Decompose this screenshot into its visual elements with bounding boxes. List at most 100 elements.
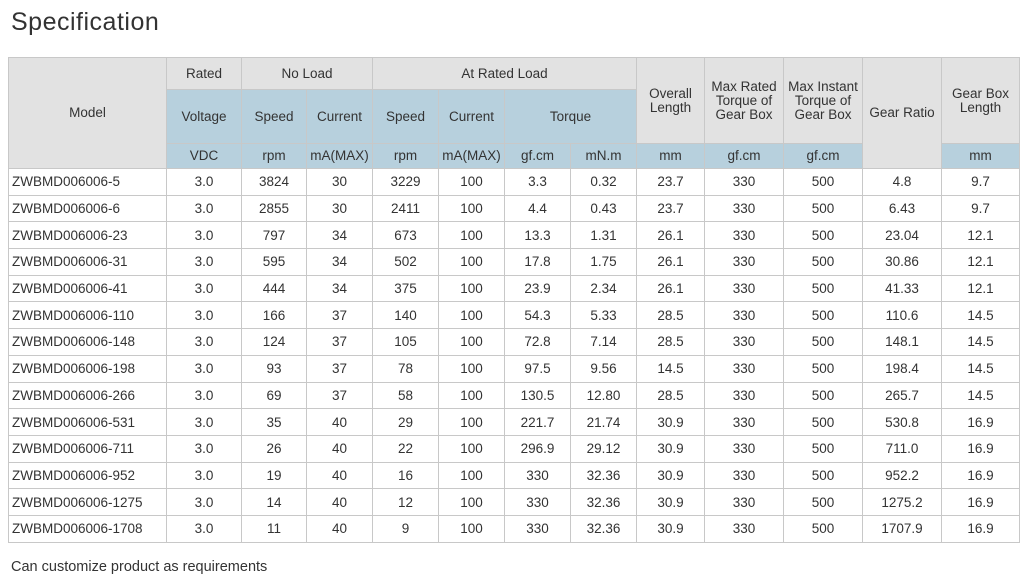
value-cell: 30.9 <box>636 488 706 516</box>
value-cell: 0.32 <box>570 168 638 196</box>
value-cell: 130.5 <box>504 381 572 410</box>
value-cell: 4.8 <box>862 168 943 196</box>
value-cell: 500 <box>783 194 864 223</box>
table-row: ZWBMD006006-5 3.0 3824 30 3229 100 3.3 0.32 23.7… <box>8 168 1021 196</box>
value-cell: 500 <box>783 301 864 330</box>
value-cell: 28.5 <box>636 301 706 330</box>
table-row: ZWBMD006006-1708 3.0 11 40 9 100 330 32.36 30.9 3… <box>8 514 1021 543</box>
value-cell: 28.5 <box>636 381 706 410</box>
value-cell: 100 <box>438 488 506 516</box>
value-cell: 3229 <box>372 168 440 196</box>
value-cell: 330 <box>704 434 785 463</box>
value-cell: 32.36 <box>570 461 638 490</box>
value-cell: 330 <box>704 248 785 276</box>
value-cell: 2855 <box>241 194 307 223</box>
unit-cell: VDC <box>166 143 242 169</box>
header-max-rated-torque: Max Rated Torque of Gear Box <box>704 57 785 144</box>
value-cell: 29 <box>372 408 440 436</box>
value-cell: 673 <box>372 221 440 250</box>
value-cell: 30.9 <box>636 408 706 436</box>
value-cell: 16 <box>372 461 440 490</box>
value-cell: 330 <box>704 354 785 383</box>
value-cell: 9.7 <box>941 168 1021 196</box>
value-cell: 23.7 <box>636 194 706 223</box>
specification-table: Model Rated No Load At Rated Load Overal… <box>8 57 1021 543</box>
value-cell: 54.3 <box>504 301 572 330</box>
value-cell: 530.8 <box>862 408 943 436</box>
value-cell: 221.7 <box>504 408 572 436</box>
value-cell: 375 <box>372 274 440 303</box>
header-no-load-speed: Speed <box>241 89 307 144</box>
value-cell: 3.0 <box>166 221 242 250</box>
table-row: ZWBMD006006-266 3.0 69 37 58 100 130.5 12.80 28.… <box>8 381 1021 410</box>
value-cell: 37 <box>305 301 374 330</box>
header-torque: Torque <box>504 89 638 144</box>
value-cell: 330 <box>704 274 785 303</box>
unit-cell: mm <box>636 143 706 169</box>
value-cell: 32.36 <box>570 488 638 516</box>
header-overall-length: Overall Length <box>636 57 706 144</box>
value-cell: 9 <box>372 514 440 543</box>
table-row: ZWBMD006006-110 3.0 166 37 140 100 54.3 5.33 28.… <box>8 301 1021 330</box>
value-cell: 9.7 <box>941 194 1021 223</box>
value-cell: 26 <box>241 434 307 463</box>
value-cell: 28.5 <box>636 328 706 356</box>
value-cell: 595 <box>241 248 307 276</box>
value-cell: 2.34 <box>570 274 638 303</box>
table-row: ZWBMD006006-31 3.0 595 34 502 100 17.8 1.75 26.1… <box>8 248 1021 276</box>
value-cell: 3.0 <box>166 168 242 196</box>
value-cell: 5.33 <box>570 301 638 330</box>
value-cell: 2411 <box>372 194 440 223</box>
unit-cell: mA(MAX) <box>305 143 374 169</box>
value-cell: 330 <box>704 381 785 410</box>
model-cell: ZWBMD006006-531 <box>8 408 167 436</box>
value-cell: 265.7 <box>862 381 943 410</box>
header-gear-box-length: Gear Box Length <box>941 57 1021 144</box>
value-cell: 40 <box>305 488 374 516</box>
value-cell: 34 <box>305 274 374 303</box>
value-cell: 30.9 <box>636 434 706 463</box>
value-cell: 23.9 <box>504 274 572 303</box>
model-cell: ZWBMD006006-31 <box>8 248 167 276</box>
unit-cell: mm <box>941 143 1021 169</box>
model-cell: ZWBMD006006-148 <box>8 328 167 356</box>
value-cell: 12.1 <box>941 248 1021 276</box>
value-cell: 23.7 <box>636 168 706 196</box>
value-cell: 69 <box>241 381 307 410</box>
value-cell: 12 <box>372 488 440 516</box>
value-cell: 110.6 <box>862 301 943 330</box>
value-cell: 22 <box>372 434 440 463</box>
header-model: Model <box>8 57 167 169</box>
value-cell: 3.0 <box>166 434 242 463</box>
value-cell: 3.0 <box>166 274 242 303</box>
value-cell: 14.5 <box>941 381 1021 410</box>
value-cell: 14.5 <box>941 354 1021 383</box>
value-cell: 500 <box>783 488 864 516</box>
value-cell: 500 <box>783 274 864 303</box>
value-cell: 3824 <box>241 168 307 196</box>
value-cell: 40 <box>305 408 374 436</box>
unit-cell: mA(MAX) <box>438 143 506 169</box>
value-cell: 330 <box>704 221 785 250</box>
value-cell: 1275.2 <box>862 488 943 516</box>
value-cell: 500 <box>783 248 864 276</box>
value-cell: 4.4 <box>504 194 572 223</box>
value-cell: 35 <box>241 408 307 436</box>
table-row: ZWBMD006006-198 3.0 93 37 78 100 97.5 9.56 14.5 3… <box>8 354 1021 383</box>
table-body: ZWBMD006006-5 3.0 3824 30 3229 100 3.3 0.32 23.7… <box>8 168 1021 543</box>
unit-cell: mN.m <box>570 143 638 169</box>
value-cell: 19 <box>241 461 307 490</box>
value-cell: 100 <box>438 461 506 490</box>
value-cell: 3.0 <box>166 301 242 330</box>
value-cell: 26.1 <box>636 274 706 303</box>
value-cell: 3.0 <box>166 408 242 436</box>
value-cell: 16.9 <box>941 434 1021 463</box>
value-cell: 32.36 <box>570 514 638 543</box>
value-cell: 166 <box>241 301 307 330</box>
footer-note: Can customize product as requirements <box>11 559 268 575</box>
value-cell: 330 <box>504 514 572 543</box>
value-cell: 7.14 <box>570 328 638 356</box>
model-cell: ZWBMD006006-41 <box>8 274 167 303</box>
model-cell: ZWBMD006006-711 <box>8 434 167 463</box>
value-cell: 6.43 <box>862 194 943 223</box>
